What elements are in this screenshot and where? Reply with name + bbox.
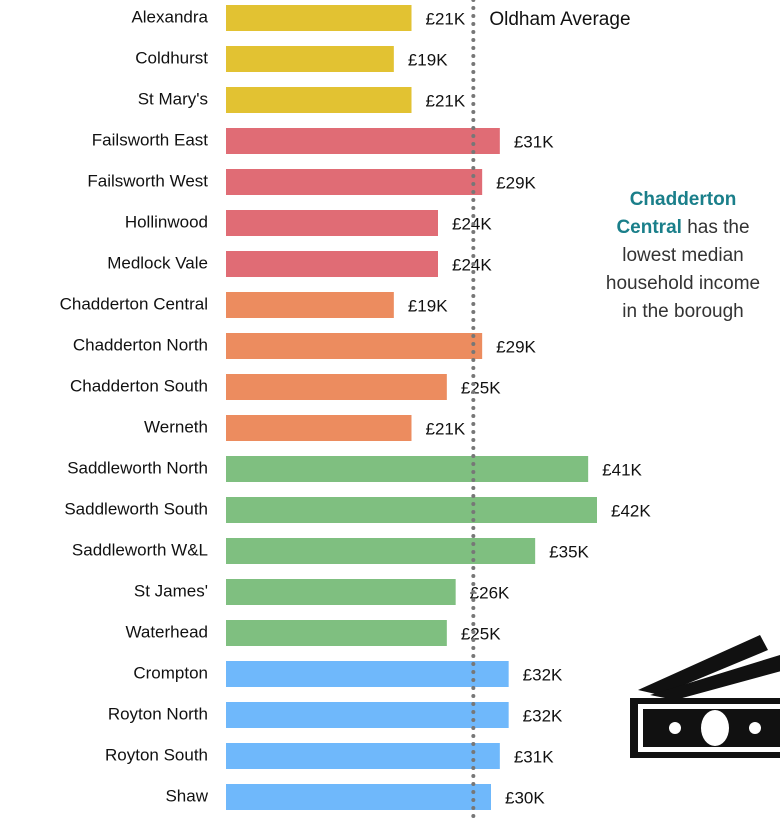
annotation-line: Central has the bbox=[616, 217, 749, 238]
category-label: Coldhurst bbox=[135, 48, 208, 67]
bar bbox=[226, 210, 438, 236]
category-label: Chadderton North bbox=[73, 335, 208, 354]
value-label: £21K bbox=[426, 419, 466, 438]
value-label: £25K bbox=[461, 378, 501, 397]
bar bbox=[226, 497, 597, 523]
bar bbox=[226, 46, 394, 72]
bar bbox=[226, 333, 483, 359]
category-label: Chadderton South bbox=[70, 376, 208, 395]
value-label: £19K bbox=[408, 50, 448, 69]
bar bbox=[226, 784, 491, 810]
value-label: £35K bbox=[549, 542, 589, 561]
annotation-text: has the bbox=[687, 217, 749, 238]
value-label: £32K bbox=[523, 706, 563, 725]
bar bbox=[226, 251, 438, 277]
bar bbox=[226, 538, 536, 564]
category-label: St James' bbox=[134, 581, 208, 600]
category-label: Royton North bbox=[108, 704, 208, 723]
value-label: £25K bbox=[461, 624, 501, 643]
value-label: £26K bbox=[470, 583, 510, 602]
value-label: £42K bbox=[611, 501, 651, 520]
category-label: Medlock Vale bbox=[107, 253, 208, 272]
category-label: Saddleworth South bbox=[64, 499, 208, 518]
category-label: Failsworth East bbox=[92, 130, 208, 149]
annotation-line: in the borough bbox=[622, 301, 744, 322]
value-label: £21K bbox=[426, 9, 466, 28]
value-label: £32K bbox=[523, 665, 563, 684]
annotation-text: in the borough bbox=[622, 301, 744, 322]
bar bbox=[226, 456, 589, 482]
bar bbox=[226, 415, 412, 441]
bar bbox=[226, 292, 394, 318]
bar bbox=[226, 743, 500, 769]
category-label: Chadderton Central bbox=[60, 294, 208, 313]
category-label: Shaw bbox=[165, 786, 208, 805]
category-label: Waterhead bbox=[125, 622, 208, 641]
annotation-bold: Chadderton bbox=[630, 189, 737, 210]
category-label: Failsworth West bbox=[87, 171, 208, 190]
value-label: £21K bbox=[426, 91, 466, 110]
value-label: £41K bbox=[602, 460, 642, 479]
bar bbox=[226, 128, 500, 154]
annotation-line: household income bbox=[606, 273, 760, 294]
bar bbox=[226, 169, 483, 195]
bar bbox=[226, 5, 412, 31]
value-label: £29K bbox=[496, 173, 536, 192]
annotation-bold: Central bbox=[616, 217, 681, 238]
money-icon bbox=[630, 635, 780, 758]
value-label: £29K bbox=[496, 337, 536, 356]
category-label: Hollinwood bbox=[125, 212, 208, 231]
bar bbox=[226, 374, 447, 400]
bar bbox=[226, 87, 412, 113]
category-label: Crompton bbox=[133, 663, 208, 682]
category-label: Werneth bbox=[144, 417, 208, 436]
bar bbox=[226, 579, 456, 605]
bar bbox=[226, 661, 509, 687]
category-label: Saddleworth W&L bbox=[72, 540, 208, 559]
annotation-line: lowest median bbox=[622, 245, 743, 266]
category-label: St Mary's bbox=[138, 89, 208, 108]
category-label: Saddleworth North bbox=[67, 458, 208, 477]
value-label: £31K bbox=[514, 747, 554, 766]
bar bbox=[226, 702, 509, 728]
average-label: Oldham Average bbox=[489, 9, 630, 30]
annotation-text: household income bbox=[606, 273, 760, 294]
value-label: £19K bbox=[408, 296, 448, 315]
category-label: Alexandra bbox=[131, 7, 208, 26]
category-label: Royton South bbox=[105, 745, 208, 764]
annotation-line: Chadderton bbox=[630, 189, 737, 210]
value-label: £30K bbox=[505, 788, 545, 807]
value-label: £31K bbox=[514, 132, 554, 151]
annotation-text: lowest median bbox=[622, 245, 743, 266]
bar bbox=[226, 620, 447, 646]
